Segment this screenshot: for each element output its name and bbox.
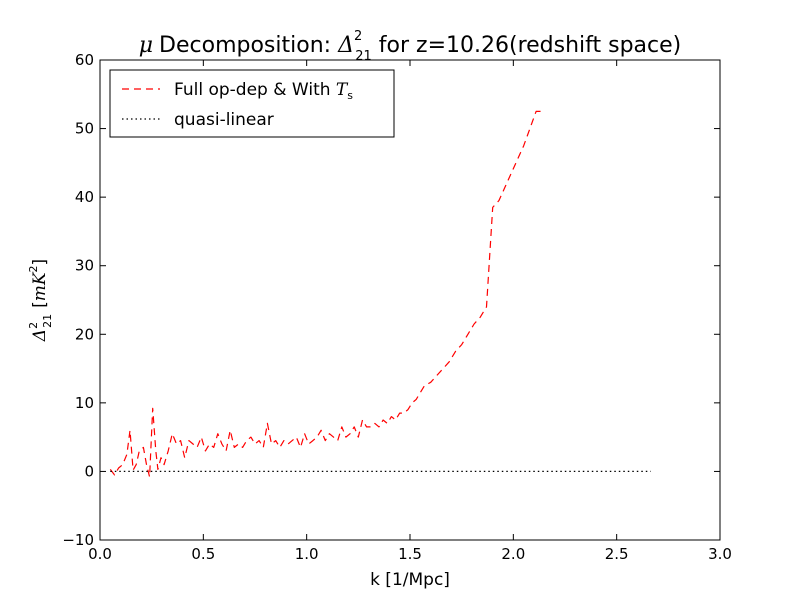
- legend-full-math: T: [336, 80, 349, 100]
- title-symbol: μ: [139, 33, 153, 58]
- x-axis-ticks: 0.0 0.5 1.0 1.5 2.0 2.5 3.0: [88, 60, 732, 563]
- x-tick-label: 1.5: [398, 545, 422, 563]
- y-tick-label: 60: [75, 51, 94, 69]
- y-axis-ticks: −10 0 10 20 30 40 50 60: [62, 51, 720, 549]
- x-tick-label: 2.5: [605, 545, 629, 563]
- legend-full-text: Full op-dep & With: [174, 80, 336, 100]
- y-tick-label: 40: [75, 188, 94, 206]
- y-tick-label: 50: [75, 120, 94, 138]
- series-group: [109, 110, 651, 478]
- legend: Full op-dep & With Ts quasi-linear: [109, 69, 395, 138]
- title-delta: Δ: [337, 33, 354, 58]
- x-tick-label: 1.0: [295, 545, 319, 563]
- ylabel-unit: mK: [30, 271, 50, 301]
- title-sup: 2: [354, 29, 362, 44]
- x-tick-label: 0.5: [191, 545, 215, 563]
- x-tick-label: 3.0: [708, 545, 732, 563]
- title-sub: 21: [355, 49, 372, 64]
- title-main: Decomposition:: [159, 33, 338, 58]
- x-tick-label: 2.0: [501, 545, 525, 563]
- y-tick-label: 0: [84, 462, 94, 480]
- title-rest: for z=10.26(redshift space): [372, 33, 681, 58]
- x-tick-label: 0.0: [88, 545, 112, 563]
- legend-box: [109, 69, 395, 138]
- chart-title: μ Decomposition: Δ2 21 for z=10.26(redshif…: [139, 29, 682, 64]
- legend-label-full: Full op-dep & With Ts: [174, 80, 353, 102]
- ylabel-sub: 21: [41, 314, 54, 328]
- ylabel-close: ]: [30, 259, 50, 266]
- ylabel-unit-sup: 2: [27, 265, 40, 272]
- legend-label-quasi: quasi-linear: [174, 110, 274, 130]
- series-line-full-op-dep: [109, 110, 543, 478]
- ylabel-sup: 2: [27, 322, 40, 329]
- ylabel-delta: Δ: [30, 329, 50, 342]
- y-tick-label: 20: [75, 325, 94, 343]
- y-axis-label: Δ221[mK2]: [27, 259, 54, 342]
- y-tick-label: 10: [75, 394, 94, 412]
- y-tick-label: 30: [75, 257, 94, 275]
- y-tick-label: −10: [62, 531, 94, 549]
- legend-full-math-sub: s: [347, 89, 353, 102]
- x-axis-label: k [1/Mpc]: [370, 570, 450, 590]
- ylabel-open: [: [30, 301, 50, 308]
